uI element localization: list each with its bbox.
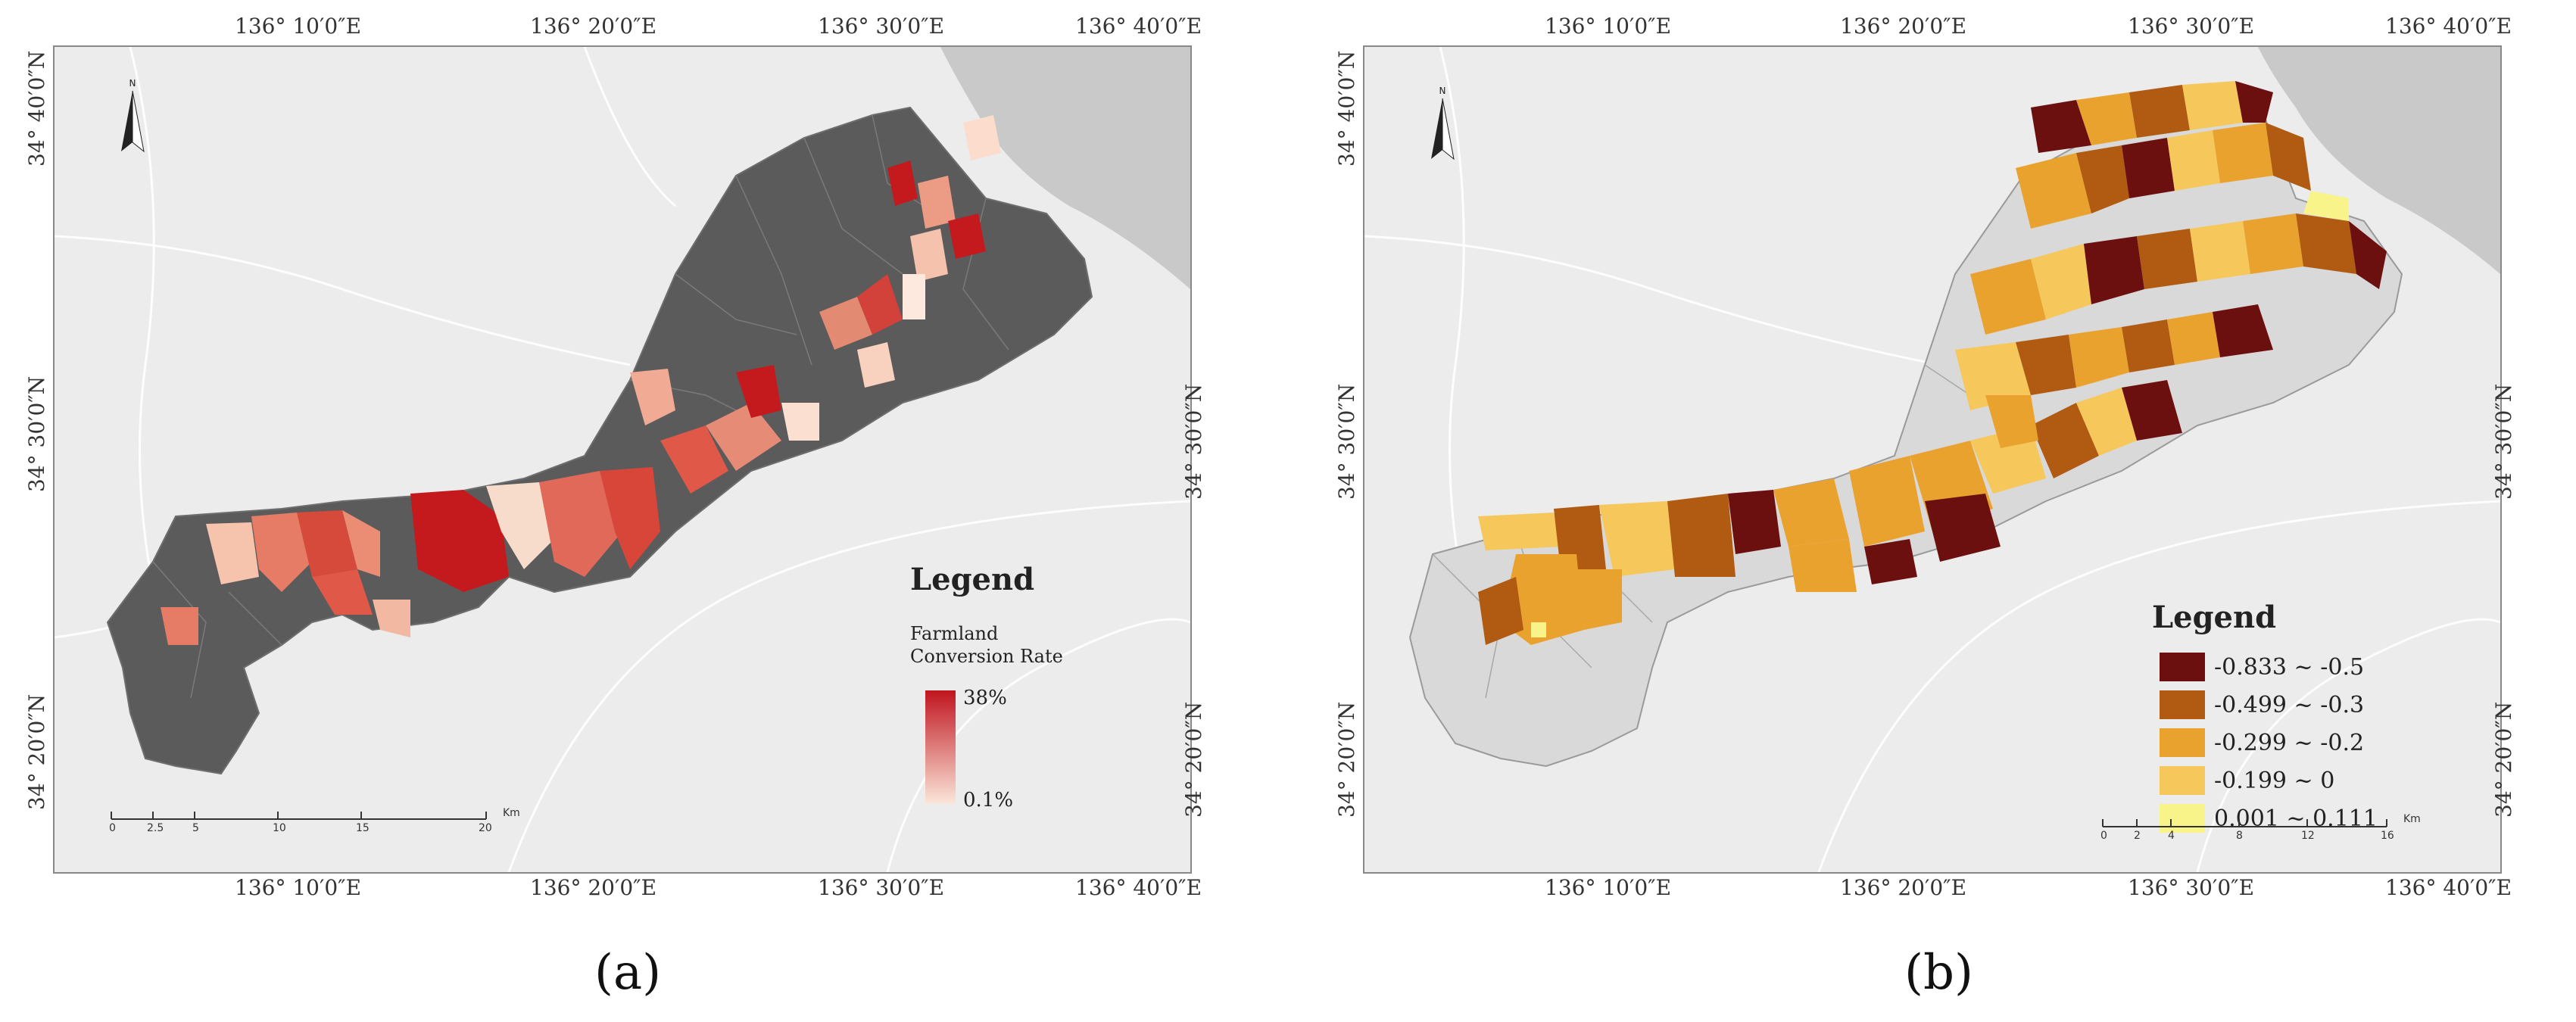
legend-max-label: 38% <box>963 687 1007 709</box>
legend-subtitle-line2: Conversion Rate <box>910 646 1063 667</box>
north-arrow-icon: N <box>121 78 145 153</box>
lat-label-left: 34° 20′0″N <box>24 693 49 810</box>
lat-label-right: 34° 20′0″N <box>2491 701 2516 818</box>
lon-label-top: 136° 40′0″E <box>2385 14 2512 39</box>
legend-subtitle-line1: Farmland <box>910 623 999 644</box>
legend-swatch <box>2160 690 2205 719</box>
scale-unit: Km <box>503 807 520 819</box>
legend-class-label: -0.499 ~ -0.3 <box>2214 692 2365 718</box>
svg-text:N: N <box>129 78 136 89</box>
legend-min-label: 0.1% <box>963 789 1014 812</box>
lat-label-left: 34° 40′0″N <box>24 50 49 167</box>
rate-class-polygons <box>1478 81 2387 645</box>
lon-label-top: 136° 30′0″E <box>2128 14 2255 39</box>
map-frame-b: N Legend -0.833 ~ -0.5 -0.499 ~ -0.3 -0.29… <box>1363 45 2502 874</box>
scale-label: 2 <box>2134 830 2141 842</box>
legend-class-label: -0.299 ~ -0.2 <box>2214 730 2365 756</box>
sea-area <box>2258 47 2500 274</box>
scale-label: 8 <box>2236 830 2243 842</box>
legend-swatch <box>2160 804 2205 833</box>
legend-swatch <box>2160 728 2205 757</box>
legend-class-label: -0.199 ~ 0 <box>2214 768 2335 794</box>
scale-label: 15 <box>356 822 370 834</box>
lon-label-bottom: 136° 40′0″E <box>2385 875 2512 900</box>
north-arrow-icon: N <box>1431 86 1455 160</box>
lat-label-right: 34° 20′0″N <box>1181 701 1206 818</box>
lat-label-left: 34° 20′0″N <box>1334 701 1359 818</box>
svg-text:N: N <box>1439 86 1446 96</box>
map-panel-a: N Legend Farmland Conversion Rate 38% 0.… <box>24 14 1206 900</box>
lat-label-left: 34° 40′0″N <box>1334 50 1359 167</box>
legend-color-ramp <box>925 690 956 804</box>
lon-label-top: 136° 10′0″E <box>1545 14 1672 39</box>
legend-title: Legend <box>910 562 1035 597</box>
scale-label: 16 <box>2381 830 2394 842</box>
lon-label-top: 136° 10′0″E <box>235 14 362 39</box>
caption-a: (a) <box>594 945 662 1001</box>
sea-area <box>940 47 1190 289</box>
lon-label-bottom: 136° 20′0″E <box>530 875 657 900</box>
scale-label: 20 <box>479 822 492 834</box>
lon-label-top: 136° 30′0″E <box>818 14 945 39</box>
legend-swatch <box>2160 653 2205 681</box>
conversion-rate-polygons <box>161 115 1001 645</box>
lon-label-bottom: 136° 20′0″E <box>1840 875 1967 900</box>
lon-label-bottom: 136° 10′0″E <box>235 875 362 900</box>
legend-class-label: 0.001 ~ 0.111 <box>2214 805 2378 832</box>
lon-label-top: 136° 20′0″E <box>530 14 657 39</box>
map-a-canvas <box>55 47 1190 872</box>
lat-label-left: 34° 30′0″N <box>24 375 49 492</box>
map-b-canvas <box>1364 47 2500 872</box>
map-frame-a: N Legend Farmland Conversion Rate 38% 0.… <box>53 45 1192 874</box>
scale-label: 5 <box>192 822 199 834</box>
lon-label-bottom: 136° 40′0″E <box>1075 875 1202 900</box>
lon-label-top: 136° 40′0″E <box>1075 14 1202 39</box>
scale-label: 12 <box>2301 830 2315 842</box>
legend-class-label: -0.833 ~ -0.5 <box>2214 654 2365 681</box>
caption-b: (b) <box>1904 945 1973 1001</box>
scale-label: 0 <box>109 822 116 834</box>
lon-label-bottom: 136° 30′0″E <box>2128 875 2255 900</box>
lat-label-right: 34° 30′0″N <box>2491 383 2516 500</box>
map-panel-b: N Legend -0.833 ~ -0.5 -0.499 ~ -0.3 -0.29… <box>1334 14 2516 900</box>
scale-label: 4 <box>2168 830 2175 842</box>
scale-label: 0 <box>2100 830 2107 842</box>
scale-unit: Km <box>2403 813 2421 825</box>
lon-label-top: 136° 20′0″E <box>1840 14 1967 39</box>
scale-label: 10 <box>273 822 286 834</box>
lat-label-right: 34° 30′0″N <box>1181 383 1206 500</box>
legend-title: Legend <box>2152 600 2277 635</box>
legend-swatch <box>2160 766 2205 795</box>
lat-label-left: 34° 30′0″N <box>1334 383 1359 500</box>
lon-label-bottom: 136° 30′0″E <box>818 875 945 900</box>
lon-label-bottom: 136° 10′0″E <box>1545 875 1672 900</box>
scale-label: 2.5 <box>147 822 164 834</box>
